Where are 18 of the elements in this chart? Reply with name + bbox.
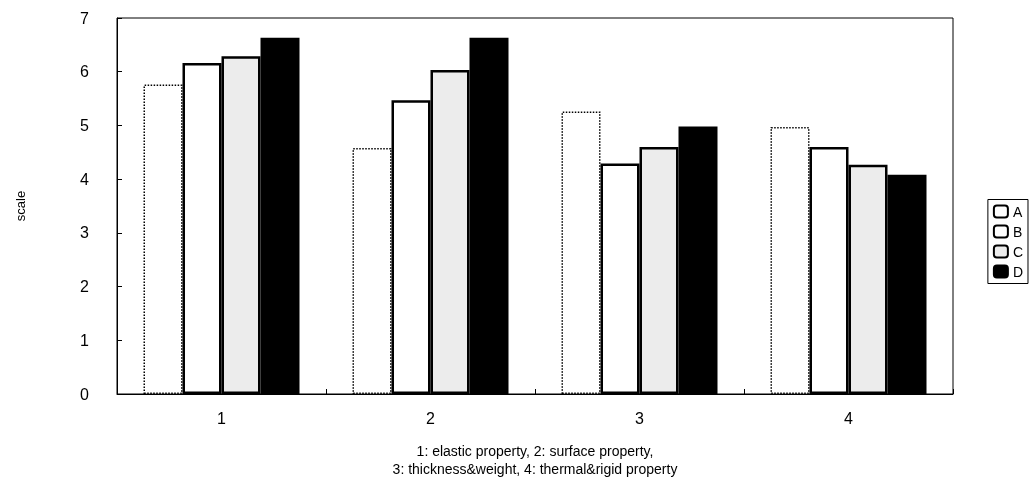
x-tick-label: 3 — [635, 409, 645, 427]
y-tick-label: 7 — [80, 9, 90, 27]
y-tick-label: 2 — [80, 278, 90, 296]
y-axis-title: scale — [13, 190, 28, 222]
y-tick-label: 3 — [80, 224, 90, 242]
y-tick-label: 0 — [80, 385, 90, 403]
legend-label: C — [1012, 243, 1024, 260]
x-tick-label: 4 — [844, 409, 854, 427]
y-tick-label: 4 — [80, 170, 90, 188]
x-tick-label: 2 — [426, 409, 436, 427]
y-tick-label: 6 — [80, 63, 90, 81]
legend-label: A — [1012, 203, 1023, 220]
legend-label: D — [1012, 263, 1024, 280]
x-tick-label: 1 — [217, 409, 227, 427]
y-tick-label: 5 — [80, 116, 90, 134]
legend-label: B — [1012, 223, 1023, 240]
y-tick-label: 1 — [80, 331, 90, 349]
x-axis-title: 1: elastic property, 2: surface property, 3: thickness&weight, 4: thermal&rigid property — [392, 443, 678, 477]
